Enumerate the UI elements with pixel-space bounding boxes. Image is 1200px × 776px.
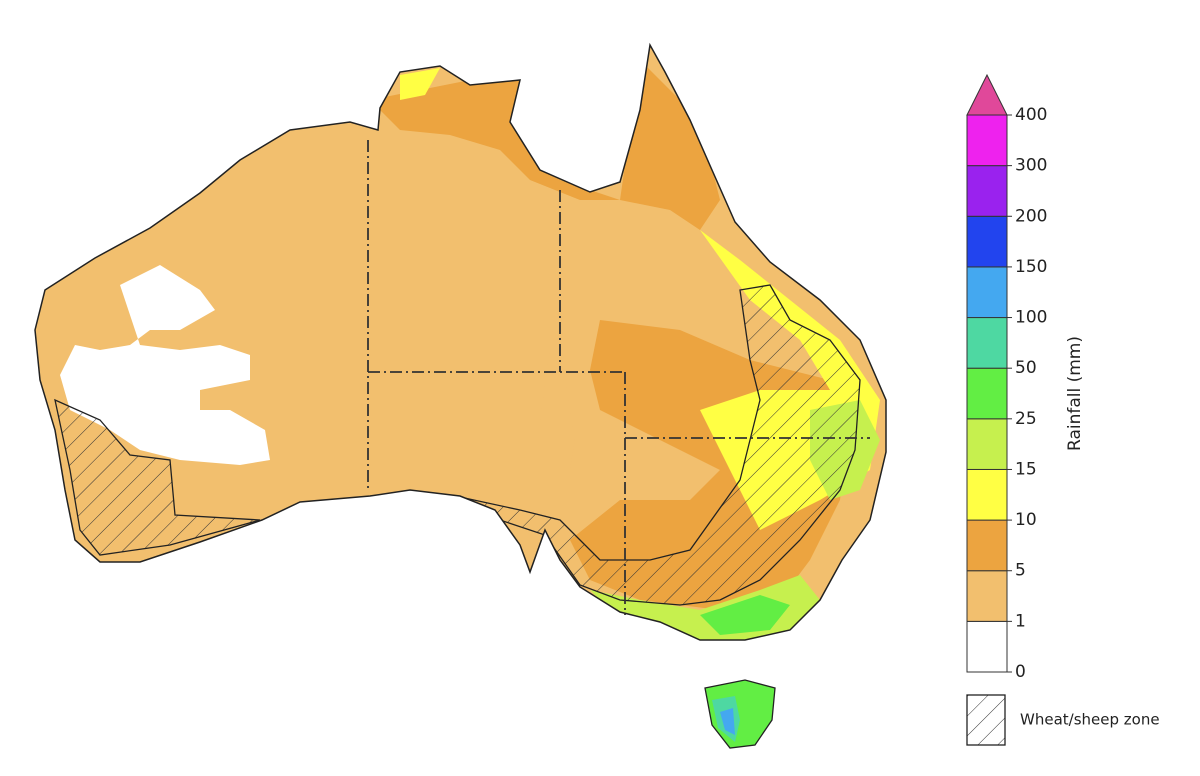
colorbar-bin — [966, 165, 1008, 217]
australia — [34, 44, 887, 749]
colorbar-bin — [966, 266, 1008, 319]
colorbar-tick-label: 200 — [1015, 206, 1047, 226]
colorbar-tick-label: 0 — [1015, 662, 1026, 682]
colorbar-bin — [966, 519, 1008, 572]
colorbar-bin — [966, 570, 1008, 622]
colorbar-title: Rainfall (mm) — [1065, 336, 1085, 451]
colorbar-bin — [966, 114, 1008, 167]
colorbar-tick-label: 150 — [1015, 257, 1047, 277]
region-10-15 — [400, 68, 440, 100]
zone-east — [459, 284, 861, 606]
region-25-50 — [700, 595, 790, 635]
tasmania-southwest — [720, 708, 735, 735]
hatch-swatch — [966, 694, 1006, 746]
region-0-1 — [60, 265, 270, 465]
colorbar-bin — [966, 215, 1008, 268]
state-borders — [367, 140, 870, 615]
colorbar-tick-label: 1 — [1015, 611, 1026, 631]
colorbar-tick-label: 25 — [1015, 409, 1037, 429]
colorbar-tick-label: 300 — [1015, 156, 1047, 176]
colorbar-tick-label: 100 — [1015, 308, 1047, 328]
colorbar-tick-label: 15 — [1015, 459, 1037, 479]
colorbar-bin — [966, 418, 1008, 470]
colorbar-extend — [966, 73, 1008, 116]
colorbar-bin — [966, 317, 1008, 369]
colorbar-bin — [966, 367, 1008, 420]
region-1-5 — [540, 310, 575, 470]
colorbar-tick-label: 10 — [1015, 510, 1037, 530]
colorbar-bin — [966, 468, 1008, 521]
region-15-25 — [590, 575, 820, 640]
colorbar-tick-label: 50 — [1015, 358, 1037, 378]
hatch-label: Wheat/sheep zone — [1020, 711, 1160, 729]
colorbar-bin — [966, 620, 1008, 673]
colorbar-tick-label: 5 — [1015, 561, 1026, 581]
region-5-10 — [370, 60, 720, 230]
colorbar-tick-label: 400 — [1015, 105, 1047, 125]
